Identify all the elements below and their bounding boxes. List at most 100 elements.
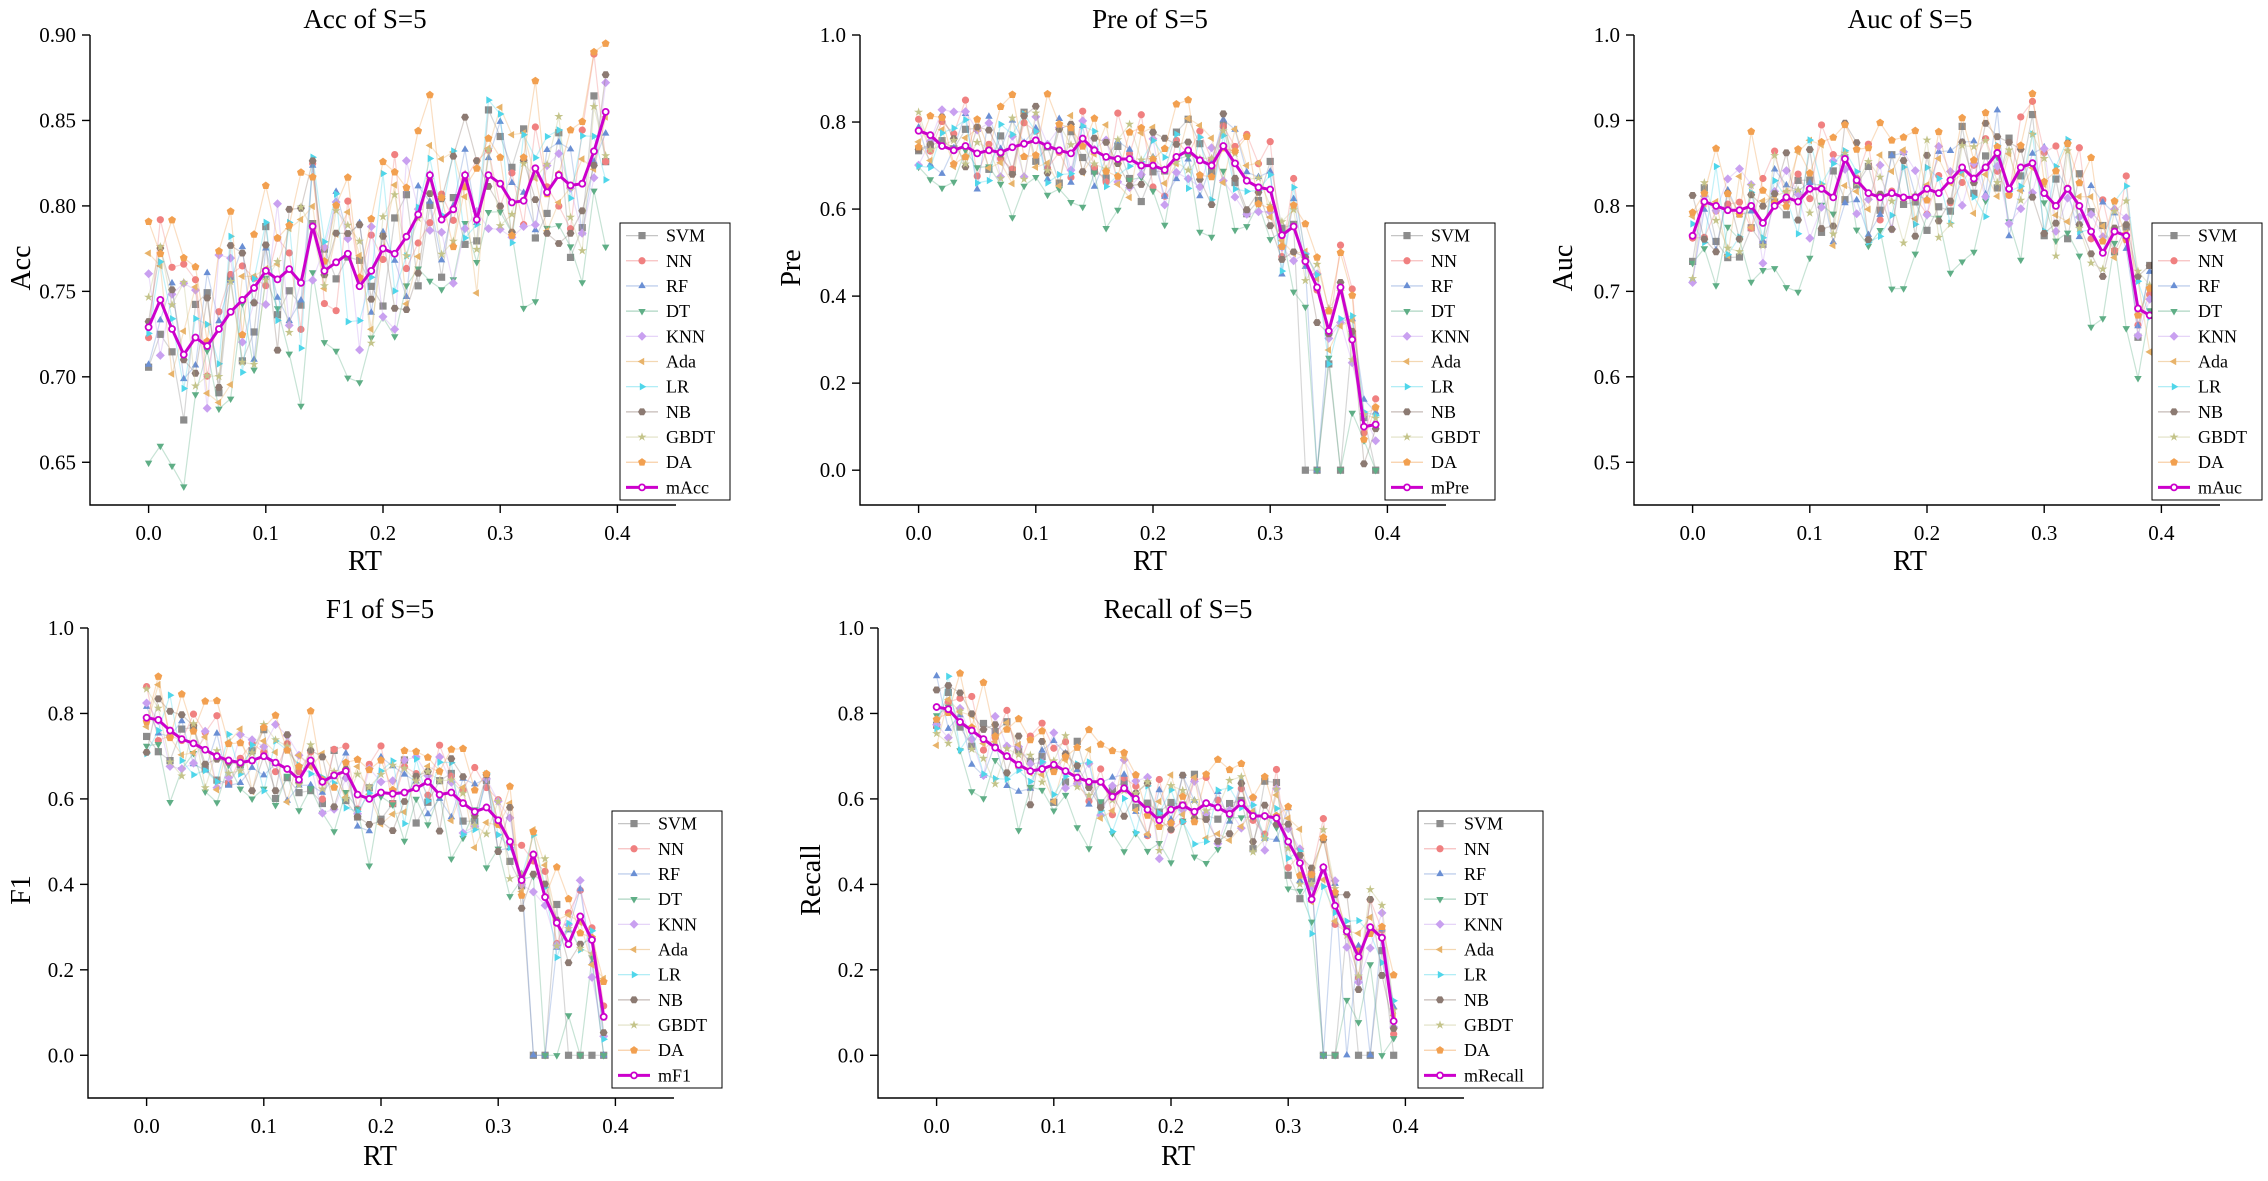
point-dt (1700, 246, 1709, 253)
point-lr (203, 766, 210, 775)
point-rf (566, 145, 575, 152)
point-dt (590, 188, 598, 195)
point-lr (1924, 163, 1932, 172)
legend-label: mRecall (1464, 1065, 1524, 1085)
point-lr (975, 179, 982, 187)
point-nn (168, 263, 176, 271)
point-mean (332, 258, 341, 267)
point-knn (1945, 167, 1955, 176)
point-da (1723, 189, 1732, 198)
point-dt (484, 210, 493, 217)
point-da (1178, 792, 1187, 800)
point-gbdt (282, 741, 292, 750)
point-knn (1863, 194, 1873, 204)
series-line-knn (148, 82, 607, 409)
point-knn (177, 764, 187, 774)
series-ada (142, 680, 606, 983)
point-rf (1014, 787, 1023, 794)
point-gbdt (1781, 186, 1791, 196)
legend-label: NN (666, 251, 692, 271)
point-da (213, 696, 221, 705)
point-nb (330, 803, 339, 811)
point-svm (1208, 167, 1216, 175)
point-gbdt (1260, 834, 1270, 843)
point-nb (1014, 732, 1023, 740)
point-knn (448, 278, 458, 288)
point-ada (353, 762, 360, 771)
x-axis-label: RT (348, 546, 382, 577)
point-svm (1923, 226, 1931, 234)
point-knn (271, 720, 280, 729)
point-gbdt (390, 190, 400, 199)
legend-item-gbdt: GBDT (1391, 427, 1480, 447)
point-nb (449, 152, 458, 160)
point-dt (412, 796, 420, 804)
point-dt (973, 165, 981, 172)
point-nb (973, 123, 982, 131)
point-mean (1805, 184, 1814, 193)
point-lr (1854, 167, 1861, 176)
legend-marker (1436, 845, 1444, 853)
point-da (1038, 726, 1046, 735)
point-dt (365, 863, 373, 870)
point-lr (249, 741, 257, 749)
point-ada (458, 783, 466, 792)
point-ada (1213, 830, 1220, 838)
series-line-rf (1692, 110, 2151, 327)
series-svm (915, 108, 1380, 474)
point-mean (588, 936, 596, 944)
point-ada (1852, 187, 1859, 196)
point-lr (1133, 828, 1141, 837)
point-gbdt (470, 820, 480, 830)
point-gbdt (1166, 780, 1176, 790)
point-gbdt (1002, 744, 1012, 753)
point-nb (1887, 225, 1896, 233)
point-dt (355, 380, 364, 387)
point-da (1313, 253, 1321, 261)
x-tick-label: 0.4 (604, 521, 631, 545)
point-da (1184, 95, 1193, 104)
point-nn (1794, 170, 1802, 178)
point-ada (1254, 159, 1261, 167)
series-line-dt (1692, 156, 2151, 379)
point-mean (1278, 231, 1286, 240)
point-dt (402, 283, 411, 290)
point-nb (1981, 119, 1990, 127)
point-mean (189, 739, 198, 748)
legend-marker (629, 919, 639, 929)
point-rf (379, 227, 387, 235)
point-mean (2028, 159, 2037, 168)
point-nn (518, 841, 526, 849)
point-nn (1266, 138, 1274, 146)
point-rf (529, 1051, 538, 1058)
point-lr (1831, 159, 1838, 168)
point-nn (1061, 738, 1070, 746)
point-nn (508, 169, 516, 177)
legend-marker (1404, 382, 1412, 391)
point-gbdt (949, 135, 959, 145)
point-mean (1090, 146, 1099, 155)
point-nb (271, 787, 280, 795)
point-nb (1770, 190, 1779, 198)
point-dt (938, 185, 946, 193)
point-svm (156, 330, 164, 338)
point-da (1782, 202, 1791, 210)
point-mean (1296, 859, 1304, 867)
point-dt (285, 351, 293, 359)
point-mean (2052, 202, 2060, 210)
point-dt (332, 348, 340, 356)
point-mean (938, 142, 946, 150)
point-da (590, 47, 598, 56)
point-knn (437, 227, 447, 237)
acc-chart: Acc of S=50.0 0.1 0.2 0.3 0.40.650.700.750.8… (6, 4, 731, 577)
point-da (459, 744, 467, 752)
point-dt (1155, 841, 1163, 848)
point-gbdt (495, 220, 505, 230)
point-knn (961, 107, 970, 117)
point-ada (1237, 822, 1244, 831)
series-line-nn (1692, 100, 2151, 326)
point-lr (1197, 133, 1205, 141)
point-gbdt (1770, 150, 1780, 160)
point-knn (376, 777, 386, 787)
point-mean (2110, 227, 2119, 236)
